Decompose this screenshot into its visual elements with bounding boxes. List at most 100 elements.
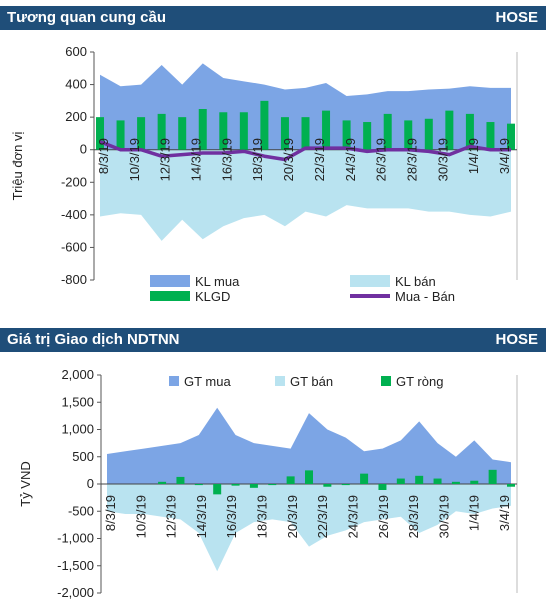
- y-axis-label: Triệu đơn vị: [10, 132, 25, 201]
- x-tick-label: 8/3/19: [96, 138, 111, 174]
- x-tick-label: 8/3/19: [103, 495, 118, 531]
- y-tick-label: -600: [61, 239, 87, 254]
- bar: [470, 480, 479, 484]
- y-tick-label: 500: [72, 449, 94, 464]
- bar: [465, 113, 474, 150]
- bar: [198, 109, 207, 150]
- area-buy: [107, 407, 511, 484]
- x-tick-label: 16/3/19: [224, 495, 239, 538]
- exchange-label: HOSE: [495, 9, 538, 26]
- x-tick-label: 20/3/19: [285, 495, 300, 538]
- x-tick-label: 16/3/19: [219, 138, 234, 181]
- y-tick-label: 1,000: [61, 422, 94, 437]
- x-tick-label: 1/4/19: [466, 138, 481, 174]
- y-tick-label: -500: [68, 503, 94, 518]
- bar: [286, 476, 295, 484]
- legend-swatch-sell: [275, 376, 285, 386]
- x-tick-label: 18/3/19: [255, 495, 270, 538]
- x-tick-label: 30/3/19: [435, 138, 450, 181]
- x-tick-label: 1/4/19: [467, 495, 482, 531]
- bar: [96, 117, 104, 150]
- x-tick-label: 24/3/19: [345, 495, 360, 538]
- y-tick-label: -200: [61, 174, 87, 189]
- bar: [507, 484, 515, 487]
- bar: [194, 484, 203, 486]
- x-tick-label: 12/3/19: [158, 138, 173, 181]
- bar: [404, 120, 413, 150]
- x-tick-label: 22/3/19: [315, 495, 330, 538]
- bar: [158, 481, 167, 484]
- x-tick-label: 14/3/19: [194, 495, 209, 538]
- foreign-trading-title: Giá trị Giao dịch NDTNN: [7, 331, 180, 348]
- bar: [486, 122, 495, 150]
- x-tick-label: 10/3/19: [127, 138, 142, 181]
- y-tick-label: 400: [65, 77, 87, 92]
- bar: [323, 484, 332, 487]
- foreign-trading-header: Giá trị Giao dịch NDTNN HOSE: [0, 328, 546, 352]
- bar: [322, 110, 331, 150]
- bar: [213, 484, 222, 495]
- legend-swatch-sell: [350, 275, 390, 287]
- x-tick-label: 28/3/19: [404, 138, 419, 181]
- y-tick-label: -400: [61, 207, 87, 222]
- bar: [260, 100, 269, 150]
- x-tick-label: 22/3/19: [312, 138, 327, 181]
- bar: [507, 123, 515, 150]
- bar: [305, 470, 313, 484]
- x-tick-label: 10/3/19: [133, 495, 148, 538]
- y-tick-label: -1,000: [57, 531, 94, 546]
- y-axis-label: Tỷ VND: [18, 461, 33, 507]
- y-tick-label: -800: [61, 272, 87, 287]
- foreign-trading-chart: 2,000 1,500 1,000 500 0 -500 -1,000 -1,500 -2,00…: [18, 367, 518, 600]
- supply-demand-chart: 600 400 200 0 -200 -400 -600 -800 Triệu đơn vị 8/…: [10, 44, 518, 304]
- y-tick-label: -2,000: [57, 585, 94, 600]
- y-tick-label: -1,500: [57, 558, 94, 573]
- bar: [360, 473, 369, 484]
- bar: [137, 117, 146, 150]
- bar: [396, 478, 405, 484]
- bar: [383, 113, 392, 150]
- bar: [363, 122, 372, 150]
- bar: [415, 475, 424, 484]
- x-tick-label: 24/3/19: [343, 138, 358, 181]
- x-tick-label: 3/4/19: [497, 495, 512, 531]
- bar: [342, 120, 351, 150]
- bar: [488, 469, 497, 484]
- x-tick-label: 26/3/19: [376, 495, 391, 538]
- bar: [341, 484, 350, 486]
- legend-label-sell: GT bán: [290, 374, 333, 389]
- bar: [433, 478, 442, 484]
- y-tick-label: 2,000: [61, 367, 94, 382]
- y-tick-label: 0: [80, 142, 87, 157]
- y-tick-label: 600: [65, 44, 87, 59]
- y-tick-label: 1,500: [61, 394, 94, 409]
- bar: [445, 110, 454, 150]
- bar: [249, 484, 258, 488]
- legend-swatch-buy: [150, 275, 190, 287]
- bar: [280, 117, 289, 150]
- x-tick-label: 20/3/19: [281, 138, 296, 181]
- bar: [301, 117, 310, 150]
- x-tick-label: 28/3/19: [406, 495, 421, 538]
- bar: [157, 113, 166, 150]
- x-tick-label: 30/3/19: [436, 495, 451, 538]
- bar: [219, 112, 228, 150]
- supply-demand-title: Tương quan cung cầu: [7, 9, 167, 26]
- bar: [178, 117, 187, 150]
- net-line: [99, 139, 511, 162]
- bar: [116, 120, 125, 150]
- bar: [451, 481, 460, 484]
- bar: [176, 476, 185, 484]
- y-tick-label: 200: [65, 109, 87, 124]
- legend-label-sell: KL bán: [395, 274, 436, 289]
- x-tick-label: 14/3/19: [189, 138, 204, 181]
- supply-demand-header: Tương quan cung cầu HOSE: [0, 6, 546, 30]
- exchange-label: HOSE: [495, 331, 538, 348]
- x-tick-label: 18/3/19: [250, 138, 265, 181]
- legend-swatch-net: [381, 376, 391, 386]
- bar: [231, 484, 240, 486]
- bar: [268, 484, 277, 486]
- legend-swatch-buy: [169, 376, 179, 386]
- legend-label-net: Mua - Bán: [395, 289, 455, 304]
- legend-label-buy: GT mua: [184, 374, 231, 389]
